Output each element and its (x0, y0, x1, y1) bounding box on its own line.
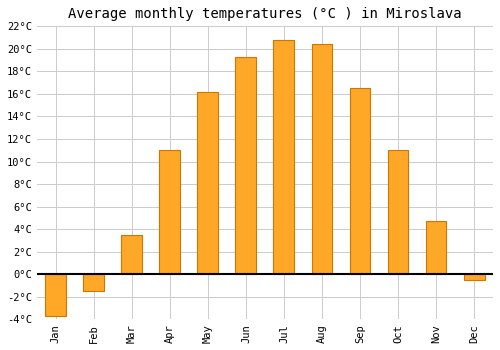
Bar (274, 40, 294, 274)
Bar (350, 88, 370, 274)
Bar (46, 274, 66, 316)
Bar (426, 221, 446, 274)
Bar (198, 92, 218, 274)
Bar (122, 235, 142, 274)
Bar (312, 44, 332, 274)
Bar (464, 274, 484, 280)
Title: Average monthly temperatures (°C ) in Miroslava: Average monthly temperatures (°C ) in Mi… (68, 7, 462, 21)
Bar (84, 274, 104, 291)
Bar (236, 57, 256, 274)
Bar (388, 150, 408, 274)
Bar (160, 150, 180, 274)
